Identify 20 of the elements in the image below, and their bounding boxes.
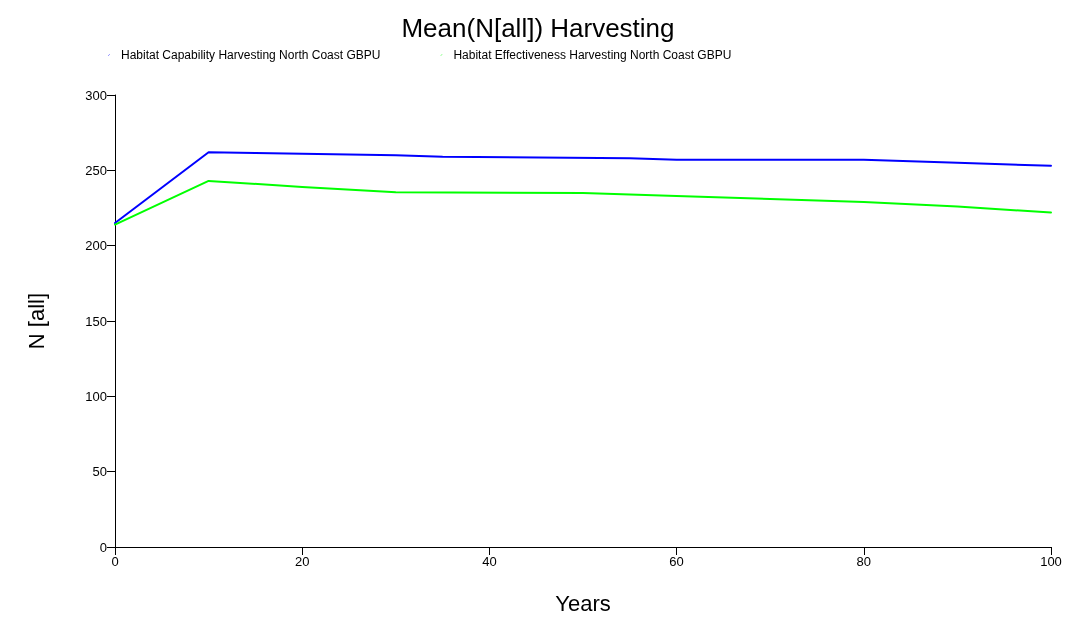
line-series: [114, 151, 1052, 225]
legend-label: Habitat Effectiveness Harvesting North Coast GBPU: [453, 48, 732, 62]
y-tick-label: 250: [85, 162, 107, 178]
x-tick-label: 0: [111, 554, 119, 569]
x-tick-label: 40: [482, 554, 497, 569]
y-tick-label: 50: [92, 464, 107, 480]
x-axis-title: Years: [555, 590, 611, 616]
y-tick-label: 150: [85, 313, 107, 329]
y-tick-label: 200: [85, 238, 107, 254]
y-tick-label: 0: [99, 539, 107, 555]
chart-title: Mean(N[all]) Harvesting: [401, 13, 675, 43]
x-tick-label: 20: [294, 554, 310, 569]
x-tick-label: 80: [856, 554, 872, 569]
legend-label: Habitat Capability Harvesting North Coast GBPU: [121, 48, 381, 62]
x-tick-label: 60: [669, 554, 684, 569]
y-tick-label: 300: [85, 87, 107, 103]
x-tick-label: 100: [1040, 554, 1062, 569]
line-series: [114, 179, 1052, 226]
y-axis-title: N [all]: [23, 292, 49, 350]
y-tick-label: 100: [85, 388, 107, 404]
